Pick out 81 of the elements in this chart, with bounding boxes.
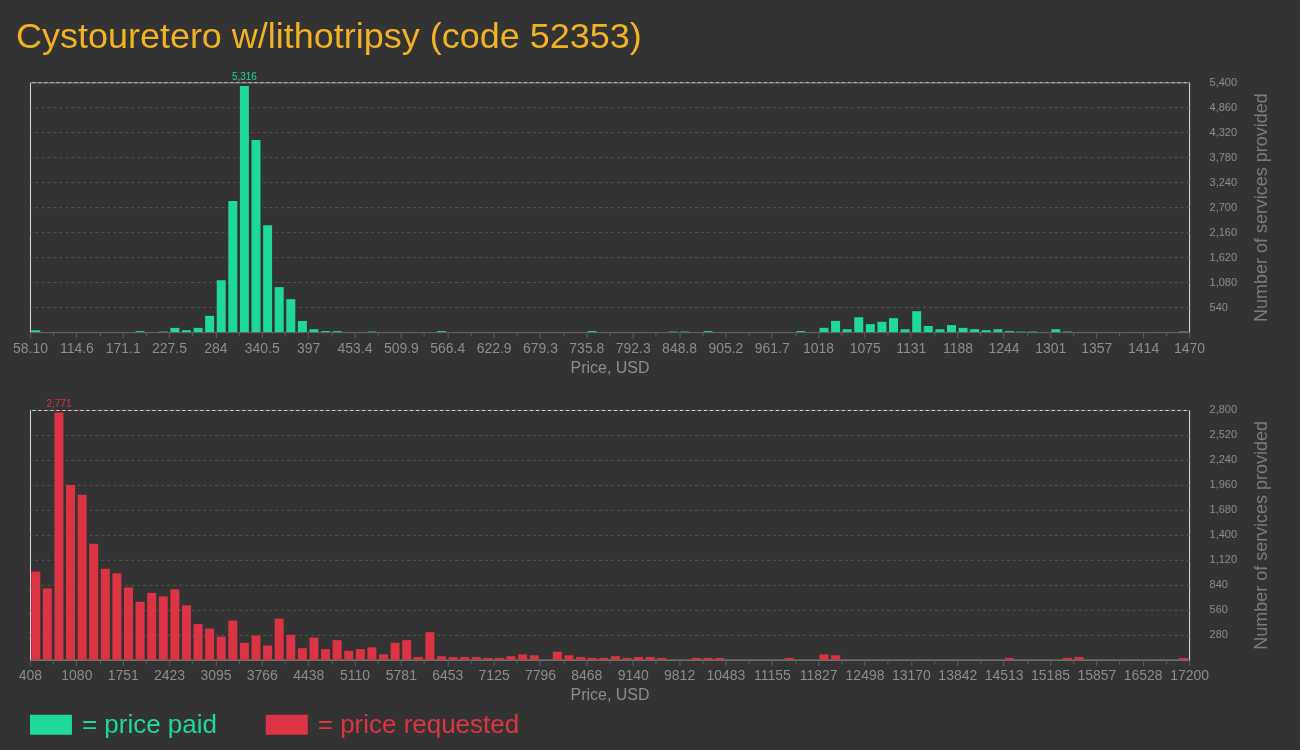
y-tick-label: 1,120 bbox=[1209, 553, 1238, 566]
x-tick-label: 4438 bbox=[293, 667, 325, 684]
y-tick-label: 4,860 bbox=[1209, 100, 1238, 113]
x-tick-label: 1470 bbox=[1174, 339, 1206, 356]
x-tick-label: 397 bbox=[297, 339, 321, 356]
x-tick-label: 7125 bbox=[478, 667, 510, 684]
x-tick-label: 1751 bbox=[107, 667, 139, 684]
x-tick-label: 13842 bbox=[938, 667, 978, 684]
x-tick-label: 171.1 bbox=[105, 339, 141, 356]
y-tick-label: 840 bbox=[1209, 578, 1228, 591]
y-tick-label: 2,240 bbox=[1209, 453, 1238, 466]
x-tick-label: 17200 bbox=[1170, 667, 1210, 684]
data-label: 5,316 bbox=[231, 71, 258, 83]
x-tick-label: 408 bbox=[18, 667, 43, 684]
x-tick-label: 792.3 bbox=[615, 339, 651, 356]
y-tick-label: 1,620 bbox=[1209, 250, 1238, 263]
y-tick-label: 1,680 bbox=[1209, 503, 1238, 516]
x-tick-label: 13170 bbox=[891, 667, 932, 684]
x-tick-label: 622.9 bbox=[476, 339, 512, 356]
x-tick-label: 6453 bbox=[432, 667, 464, 684]
x-tick-label: 2423 bbox=[154, 667, 186, 684]
x-tick-label: 5781 bbox=[385, 667, 418, 684]
x-tick-label: 340.5 bbox=[244, 339, 281, 356]
y-tick-label: 1,400 bbox=[1209, 528, 1238, 541]
y-tick-label: 1,080 bbox=[1209, 275, 1238, 288]
x-tick-label: 11827 bbox=[799, 667, 838, 684]
data-label: 2,771 bbox=[46, 397, 72, 409]
y-tick-label: 2,800 bbox=[1209, 403, 1238, 416]
y-tick-label: 2,160 bbox=[1209, 225, 1238, 238]
y-tick-label: 5,400 bbox=[1209, 75, 1238, 88]
x-tick-label: 1075 bbox=[849, 339, 882, 356]
x-axis-title: Price, USD bbox=[570, 686, 650, 704]
x-tick-label: 566.4 bbox=[430, 339, 466, 356]
y-tick-label: 3,240 bbox=[1209, 175, 1238, 188]
y-tick-label: 2,700 bbox=[1209, 200, 1238, 213]
y-tick-label: 2,520 bbox=[1209, 428, 1238, 441]
y-tick-label: 280 bbox=[1209, 628, 1228, 641]
x-tick-label: 7796 bbox=[524, 667, 557, 684]
x-tick-label: 12498 bbox=[845, 667, 885, 684]
x-tick-label: 15857 bbox=[1077, 667, 1117, 684]
y-tick-label: 3,780 bbox=[1209, 150, 1238, 163]
x-tick-label: 9140 bbox=[617, 667, 649, 684]
x-tick-label: 10483 bbox=[706, 667, 746, 684]
x-tick-label: 227.5 bbox=[152, 339, 188, 356]
x-tick-label: 1131 bbox=[896, 339, 927, 356]
x-tick-label: 11155 bbox=[753, 667, 791, 684]
x-tick-label: 905.2 bbox=[708, 339, 744, 356]
x-tick-label: 1301 bbox=[1035, 339, 1067, 356]
legend-label: = price requested bbox=[317, 708, 520, 739]
x-tick-label: 114.6 bbox=[59, 339, 95, 356]
x-tick-label: 5110 bbox=[340, 667, 371, 684]
x-tick-label: 3766 bbox=[246, 667, 279, 684]
x-tick-label: 1188 bbox=[943, 339, 974, 356]
x-axis-title: Price, USD bbox=[570, 358, 650, 376]
x-tick-label: 9812 bbox=[664, 667, 696, 684]
x-tick-label: 16528 bbox=[1123, 667, 1163, 684]
y-tick-label: 4,320 bbox=[1209, 125, 1238, 138]
y-axis-title: Number of services provided bbox=[1251, 421, 1272, 650]
chart-title: Cystouretero w/lithotripsy (code 52353) bbox=[15, 14, 642, 56]
x-tick-label: 509.9 bbox=[383, 339, 420, 356]
x-tick-label: 1357 bbox=[1081, 339, 1113, 356]
x-tick-label: 8468 bbox=[571, 667, 603, 684]
x-tick-label: 1244 bbox=[988, 339, 1020, 356]
x-tick-label: 1080 bbox=[61, 667, 93, 684]
x-tick-label: 15185 bbox=[1031, 667, 1071, 684]
x-tick-label: 58.10 bbox=[12, 339, 49, 356]
x-tick-label: 735.8 bbox=[569, 339, 605, 356]
x-tick-label: 3095 bbox=[200, 667, 232, 684]
x-tick-label: 1018 bbox=[802, 339, 835, 356]
x-tick-label: 14513 bbox=[984, 667, 1024, 684]
x-tick-label: 1414 bbox=[1128, 339, 1160, 356]
legend-label: = price paid bbox=[81, 708, 217, 739]
x-tick-label: 453.4 bbox=[337, 339, 373, 356]
x-tick-label: 848.8 bbox=[662, 339, 698, 356]
y-tick-label: 540 bbox=[1209, 300, 1228, 313]
x-tick-label: 961.7 bbox=[754, 339, 790, 356]
y-axis-title: Number of services provided bbox=[1251, 93, 1272, 322]
x-tick-label: 284 bbox=[204, 339, 228, 356]
y-tick-label: 1,960 bbox=[1209, 478, 1238, 491]
y-tick-label: 560 bbox=[1209, 603, 1228, 616]
x-tick-label: 679.3 bbox=[522, 339, 559, 356]
